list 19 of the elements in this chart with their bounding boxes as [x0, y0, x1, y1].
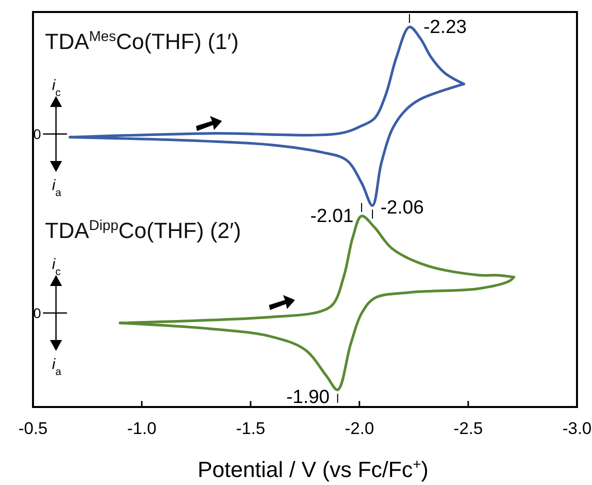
- annotation: -2.06: [380, 198, 424, 219]
- x-tick-label: -3.0: [562, 419, 592, 438]
- x-tick-label: -1.5: [236, 419, 266, 438]
- annotation: i$_{c}$: [52, 256, 61, 278]
- annotation: 0: [33, 126, 42, 142]
- annotation: -2.01: [310, 206, 354, 227]
- annotation: i$_{c}$: [52, 77, 61, 99]
- annotation: i$_{a}$: [52, 356, 62, 378]
- x-tick-label: -2.5: [454, 419, 483, 438]
- x-axis-title: Potential / V (vs Fc/Fc$^{+}$): [198, 457, 428, 482]
- chart-title: TDA$^{Mes}$Co(THF) (1′): [45, 29, 239, 54]
- annotation: 0: [33, 305, 42, 321]
- annotation: -1.90: [286, 386, 330, 408]
- annotation: i$_{a}$: [52, 177, 62, 199]
- x-tick-label: -1.0: [127, 419, 156, 438]
- x-tick-label: -0.5: [18, 419, 48, 438]
- annotation: -2.23: [423, 17, 467, 38]
- x-tick-label: -2.0: [344, 419, 374, 438]
- chart-title: TDA$^{Dipp}$Co(THF) (2′): [45, 218, 242, 243]
